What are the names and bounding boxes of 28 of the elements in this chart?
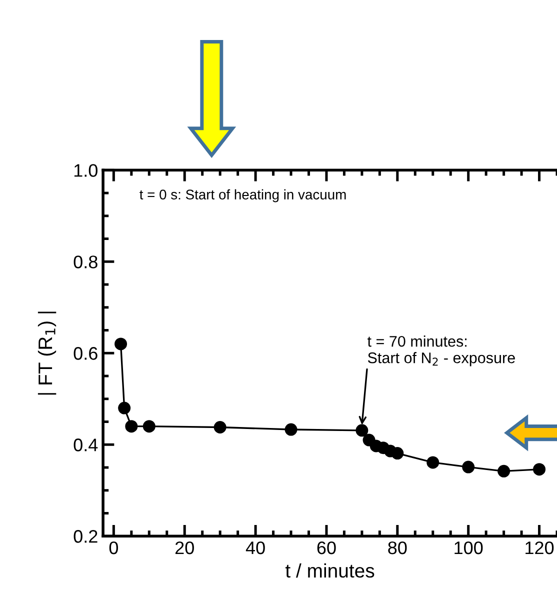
x-tick-label: 120 <box>526 541 554 554</box>
annotation: t = 0 s: Start of heating in vacuum <box>140 189 346 202</box>
point <box>284 423 298 436</box>
y-tick-label: 0.6 <box>74 347 98 360</box>
x-tick-label: 80 <box>388 541 407 554</box>
point <box>125 420 138 433</box>
y-tick-label: 0.2 <box>74 530 98 543</box>
point <box>462 460 475 474</box>
point <box>498 464 510 478</box>
x-tick-label: 100 <box>454 541 483 554</box>
y-tick-label: 0.8 <box>74 256 98 268</box>
x-tick-label: 0 <box>109 541 118 554</box>
x-tick-label: 60 <box>317 541 336 554</box>
point <box>214 420 226 434</box>
point <box>356 424 368 437</box>
point <box>142 420 156 433</box>
annotation: t = 70 minutes: Start of N$_{2}$ - exposure <box>367 336 515 366</box>
x-tick-label: 20 <box>175 541 194 554</box>
point <box>533 463 546 476</box>
y-tick-label: 0.4 <box>74 438 98 452</box>
x-axis-title: t / minutes <box>285 563 374 578</box>
point <box>118 402 131 414</box>
point <box>391 447 404 460</box>
point <box>114 338 128 350</box>
x-tick-label: 40 <box>246 541 265 554</box>
y-axis-title: | FT (R$_{1}$) | <box>38 312 56 395</box>
y-tick-label: 1.0 <box>74 164 98 177</box>
point <box>426 456 440 469</box>
